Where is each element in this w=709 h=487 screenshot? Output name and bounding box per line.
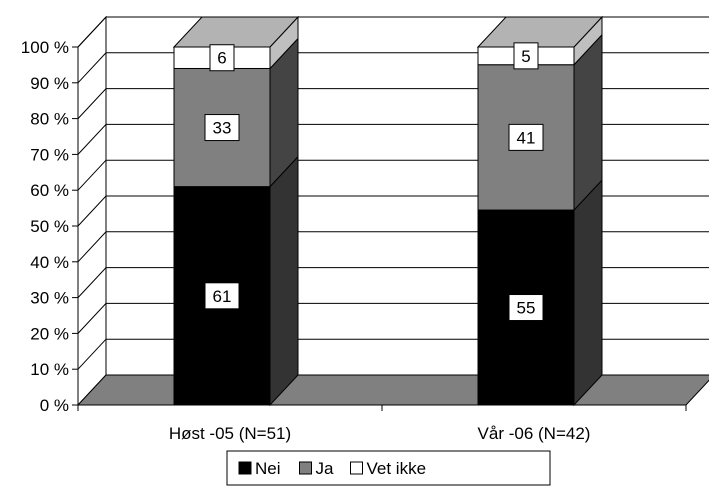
y-tick-label: 90 % (30, 74, 69, 93)
bar-side (573, 33, 603, 212)
data-label: 41 (517, 128, 536, 147)
y-axis: 0 % 10 % 20 % 30 % 40 % 50 % 60 % 70 % 80 % 90 % 1… (21, 38, 79, 415)
bar-top (172, 16, 300, 48)
legend-swatch (299, 461, 312, 475)
data-label-box (209, 44, 235, 72)
y-tick-label: 70 % (30, 145, 69, 164)
data-label-box (204, 282, 240, 310)
y-tick-label: 60 % (30, 181, 69, 200)
y-tick-label: 20 % (30, 324, 69, 343)
plot-area (76, 15, 709, 407)
y-tick-label: 40 % (30, 253, 69, 272)
y-tick-label: 10 % (30, 360, 69, 379)
legend-label: Nei (255, 459, 281, 478)
data-label: 6 (217, 49, 226, 68)
legend-swatch (350, 461, 363, 475)
data-labels: 61 33 6 55 41 5 (204, 42, 544, 322)
data-label: 61 (213, 287, 232, 306)
data-label: 5 (521, 47, 530, 66)
data-label-box (508, 123, 544, 151)
data-label: 33 (213, 119, 232, 138)
x-category-label: Vår -06 (N=42) (478, 424, 591, 443)
legend: Nei Ja Vet ikke (226, 450, 551, 486)
legend-swatch (238, 461, 252, 475)
data-label: 55 (517, 299, 536, 318)
legend-label: Ja (316, 459, 335, 478)
x-category-label: Høst -05 (N=51) (169, 424, 291, 443)
y-tick-label: 100 % (21, 38, 69, 57)
data-label-box (508, 294, 544, 322)
y-tick-label: 0 % (40, 396, 69, 415)
bar-side (573, 178, 603, 407)
x-axis: Høst -05 (N=51) Vår -06 (N=42) (77, 404, 687, 443)
data-label-box (513, 42, 539, 70)
y-tick-label: 30 % (30, 289, 69, 308)
legend-label: Vet ikke (367, 459, 427, 478)
bar-side (269, 155, 299, 407)
data-label-box (204, 114, 240, 142)
bars (172, 15, 604, 407)
legend-box (226, 450, 551, 486)
floor (76, 374, 709, 406)
y-tick-label: 50 % (30, 217, 69, 236)
y-tick-label: 80 % (30, 110, 69, 129)
bar-top (476, 16, 604, 48)
